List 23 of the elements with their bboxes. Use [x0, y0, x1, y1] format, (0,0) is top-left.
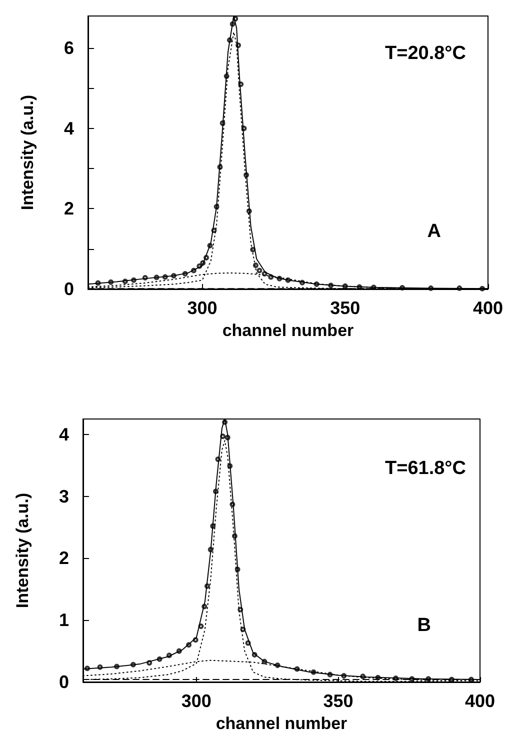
y-tick-label: 0	[58, 672, 69, 692]
annotation: A	[427, 221, 442, 242]
y-tick-label: 3	[58, 486, 69, 506]
x-tick-label: 300	[187, 298, 218, 318]
y-tick-label: 4	[64, 118, 74, 138]
x-tick-label: 400	[472, 298, 504, 318]
annotation: B	[417, 615, 432, 636]
y-axis-title: Intensity (a.u.)	[18, 94, 37, 210]
y-tick-label: 1	[58, 610, 69, 630]
x-tick-label: 350	[330, 298, 360, 318]
annotation: T=61.8°C	[385, 458, 466, 479]
y-tick-label: 4	[58, 424, 69, 444]
x-axis-title: channel number	[222, 320, 354, 340]
y-tick-label: 2	[58, 548, 69, 568]
x-tick-label: 350	[323, 691, 354, 711]
x-axis-title: channel number	[216, 714, 348, 733]
y-axis-title: Intensity (a.u.)	[13, 492, 32, 608]
annotation: T=20.8°C	[385, 43, 466, 64]
y-tick-label: 0	[64, 279, 74, 299]
y-tick-label: 2	[64, 198, 74, 219]
x-tick-label: 300	[181, 691, 212, 711]
y-tick-label: 6	[64, 38, 74, 58]
x-tick-label: 400	[464, 691, 496, 711]
